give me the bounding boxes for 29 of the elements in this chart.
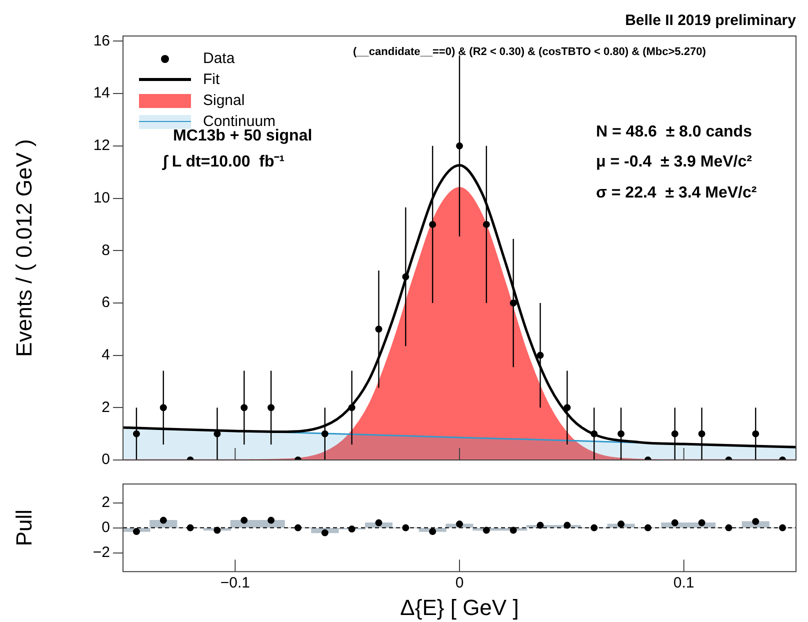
x-tick-label: 0 (455, 574, 464, 592)
x-tick-label: 0.1 (673, 574, 694, 592)
y-tick-label: 2 (102, 398, 110, 416)
annotation: ∫ L dt=10.00 fb⁻¹ (161, 153, 285, 170)
annotation: MC13b + 50 signal (173, 127, 312, 144)
y-tick-label: 14 (93, 84, 110, 102)
legend-label: Fit (203, 71, 220, 88)
y-tick-label: 16 (93, 32, 110, 50)
y-tick-label: 4 (102, 346, 110, 364)
x-tick-label: −0.1 (220, 574, 250, 592)
annotation: μ = -0.4 ± 3.9 MeV/c² (596, 153, 752, 170)
y-tick-label: 8 (102, 242, 110, 259)
y-tick-label: 0 (102, 518, 110, 536)
chart-title: Belle II 2019 preliminary (625, 12, 797, 30)
legend-label: Continuum (203, 113, 276, 130)
y-axis-title: Pull (11, 509, 36, 546)
legend-label: Signal (203, 92, 245, 109)
y-tick-label: 0 (102, 451, 110, 468)
annotation: N = 48.6 ± 8.0 cands (596, 123, 752, 140)
y-axis-title: Events / ( 0.012 GeV ) (11, 139, 36, 357)
annotation: (__candidate__==0) & (R2 < 0.30) & (cosTBTO < 0.80) & (Mbc>5.270) (353, 46, 706, 58)
legend-label: Data (203, 50, 235, 67)
y-tick-label: 12 (93, 137, 110, 154)
y-tick-label: 6 (102, 294, 110, 312)
y-tick-label: −2 (92, 544, 110, 561)
y-tick-label: 2 (102, 494, 110, 511)
annotation: σ = 22.4 ± 3.4 MeV/c² (596, 184, 757, 202)
x-axis-title: Δ{E} [ GeV ] (400, 594, 519, 620)
y-tick-label: 10 (93, 189, 110, 206)
